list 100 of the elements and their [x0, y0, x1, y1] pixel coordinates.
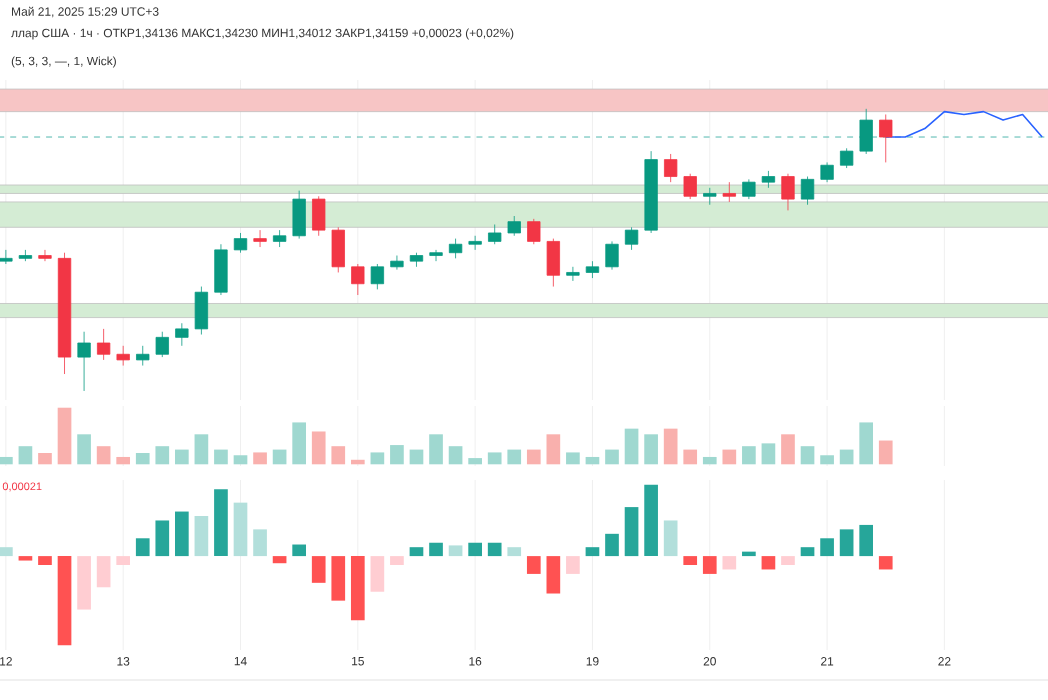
bar [859, 422, 874, 465]
bar [214, 449, 228, 465]
bar [233, 455, 248, 465]
candlestick [800, 176, 815, 206]
bar [409, 547, 424, 557]
bar [702, 556, 717, 574]
candlestick [429, 249, 443, 262]
candlestick [175, 322, 189, 347]
bar [624, 428, 639, 465]
candlestick [683, 173, 697, 200]
candlestick [742, 178, 756, 200]
bar [96, 556, 111, 588]
bar [18, 446, 33, 465]
candlestick [722, 181, 736, 203]
bar [311, 431, 326, 465]
candlestick [38, 249, 52, 262]
bar [839, 449, 854, 465]
candlestick [331, 226, 345, 273]
candlestick [839, 147, 854, 169]
candlestick [527, 218, 541, 245]
bar [644, 434, 658, 465]
candlestick [136, 345, 150, 366]
candlestick [233, 232, 248, 254]
candlestick [703, 187, 717, 206]
candlestick [448, 238, 463, 259]
bar [0, 547, 13, 557]
bar [487, 542, 502, 557]
candlestick [194, 286, 209, 335]
bar [683, 449, 698, 465]
bar [526, 449, 541, 465]
bar [253, 529, 267, 557]
candlestick [879, 114, 893, 163]
bar [742, 446, 756, 465]
bar [292, 422, 306, 465]
bar [370, 556, 385, 592]
bar [546, 556, 561, 594]
bar [663, 520, 678, 557]
bar [233, 502, 248, 557]
candlestick [546, 238, 560, 287]
bar [390, 556, 404, 566]
candlestick [488, 224, 502, 245]
bar [194, 516, 209, 557]
bar [331, 556, 346, 601]
bar [702, 456, 717, 465]
bar [722, 556, 737, 570]
bar [468, 542, 482, 557]
bar [526, 556, 541, 574]
bar [331, 446, 346, 465]
bar [839, 529, 854, 557]
bar [859, 524, 874, 557]
bar [605, 533, 619, 557]
candlestick [253, 229, 267, 248]
candlestick [155, 331, 169, 358]
bar [624, 507, 639, 557]
candlestick [624, 226, 639, 251]
bar [272, 449, 287, 465]
bar [77, 434, 91, 465]
candlestick [292, 190, 306, 239]
bar [116, 556, 131, 566]
bar [96, 446, 111, 465]
bar [761, 443, 776, 465]
bar [507, 547, 522, 557]
bar [663, 428, 678, 465]
bar [820, 455, 834, 465]
bar [116, 456, 131, 465]
bar [370, 452, 385, 465]
bar [311, 556, 326, 583]
bar [448, 545, 463, 557]
bar [644, 484, 658, 557]
bar [585, 456, 600, 465]
candlestick [96, 328, 111, 361]
bar [175, 449, 189, 465]
bar [77, 556, 91, 610]
bar [0, 456, 13, 465]
bar [155, 446, 170, 465]
candlestick [468, 235, 482, 251]
bar [409, 449, 424, 465]
bar [38, 556, 52, 566]
bar [820, 538, 834, 557]
bar [566, 452, 580, 465]
bar [683, 556, 698, 566]
bar [781, 556, 795, 566]
bar [194, 434, 209, 465]
bar [468, 458, 482, 465]
bar [390, 445, 404, 465]
candlestick [351, 263, 365, 296]
bar [135, 538, 150, 557]
candlestick [390, 255, 404, 271]
bar [781, 434, 795, 465]
bar [272, 556, 287, 564]
bar [878, 440, 893, 465]
bar [585, 547, 600, 557]
bar [57, 556, 72, 646]
bar [57, 407, 72, 465]
candlestick [77, 331, 91, 392]
bar [253, 452, 267, 465]
bar [507, 449, 522, 465]
candlestick [859, 108, 873, 155]
bar [800, 446, 815, 465]
bar [155, 520, 170, 557]
